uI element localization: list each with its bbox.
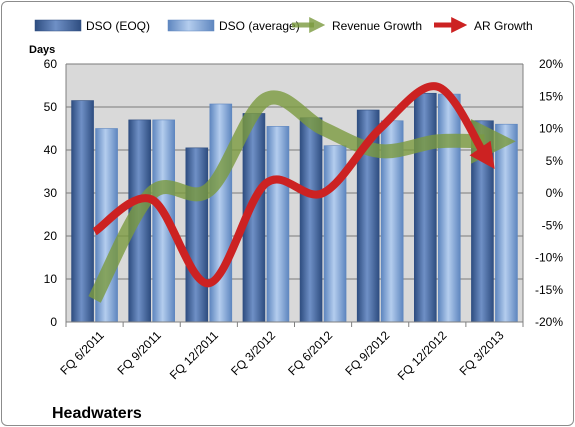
bar-dso-eoq — [299, 117, 323, 323]
x-tick-label: FQ 12/2011 — [167, 328, 221, 382]
axes — [65, 64, 524, 327]
bar-dso-eoq — [71, 100, 94, 323]
y2-tick-label: 15% — [539, 89, 563, 103]
y-tick-label: 10 — [44, 272, 58, 286]
legend-swatch-dso-eoq — [34, 19, 82, 32]
y-tick-label: 30 — [44, 186, 58, 200]
legend-label-revenue-growth: Revenue Growth — [332, 19, 422, 33]
x-tick-label: FQ 9/2011 — [114, 328, 164, 378]
x-tick-label: FQ 3/2012 — [228, 328, 278, 378]
legend-label-dso-average: DSO (average) — [219, 19, 300, 33]
bar-dso-eoq — [185, 147, 209, 323]
y2-tick-label: -15% — [535, 283, 563, 297]
y2-tick-label: 20% — [539, 57, 563, 71]
y-axis-title: Days — [29, 44, 55, 56]
y-tick-label: 0 — [50, 315, 57, 329]
x-tick-label: FQ 3/2013 — [457, 328, 507, 378]
y2-tick-label: 0% — [546, 186, 564, 200]
bar-dso-average — [266, 126, 290, 323]
y2-tick-label: -20% — [535, 315, 563, 329]
x-axis-ticks: FQ 6/2011 FQ 9/2011 FQ 12/2011 FQ 3/2012 FQ … — [57, 328, 506, 383]
x-tick-label: FQ 9/2012 — [342, 328, 392, 378]
legend-label-dso-eoq: DSO (EOQ) — [86, 19, 150, 33]
growth-lines — [88, 82, 516, 303]
y2-tick-label: -10% — [535, 251, 563, 265]
x-tick-label: FQ 6/2012 — [285, 328, 335, 378]
y2-tick-label: 5% — [546, 154, 564, 168]
x-tick-label: FQ 12/2012 — [395, 328, 450, 383]
legend-label-ar-growth: AR Growth — [474, 19, 533, 33]
legend-item-revenue-growth: Revenue Growth — [292, 16, 422, 34]
bar-dso-average — [209, 103, 233, 323]
line-revenue-growth — [88, 90, 516, 303]
y-axis-ticks: 0 10 20 30 40 50 60 — [44, 57, 58, 329]
bar-dso-average — [438, 93, 461, 323]
legend-swatch-dso-average — [167, 19, 215, 32]
bar-dso-average — [495, 123, 518, 323]
legend-item-ar-growth: AR Growth — [434, 16, 533, 34]
legend: DSO (EOQ) DSO (average) Revenue Growth A… — [34, 16, 533, 34]
y-tick-label: 60 — [44, 57, 58, 71]
legend-item-dso-eoq: DSO (EOQ) — [34, 19, 150, 33]
y2-tick-label: -5% — [542, 218, 564, 232]
y2-axis-ticks: -20% -15% -10% -5% 0% 5% 10% 15% 20% — [535, 57, 563, 329]
legend-item-dso-average: DSO (average) — [167, 19, 300, 33]
x-tick-label: FQ 6/2011 — [57, 328, 107, 378]
y-tick-label: 40 — [44, 143, 58, 157]
line-ar-growth — [92, 82, 495, 288]
company-label: Headwaters — [52, 405, 142, 422]
y2-tick-label: 10% — [539, 122, 563, 136]
y-tick-label: 20 — [44, 229, 58, 243]
bar-dso-eoq — [414, 92, 437, 323]
y-tick-label: 50 — [44, 100, 58, 114]
